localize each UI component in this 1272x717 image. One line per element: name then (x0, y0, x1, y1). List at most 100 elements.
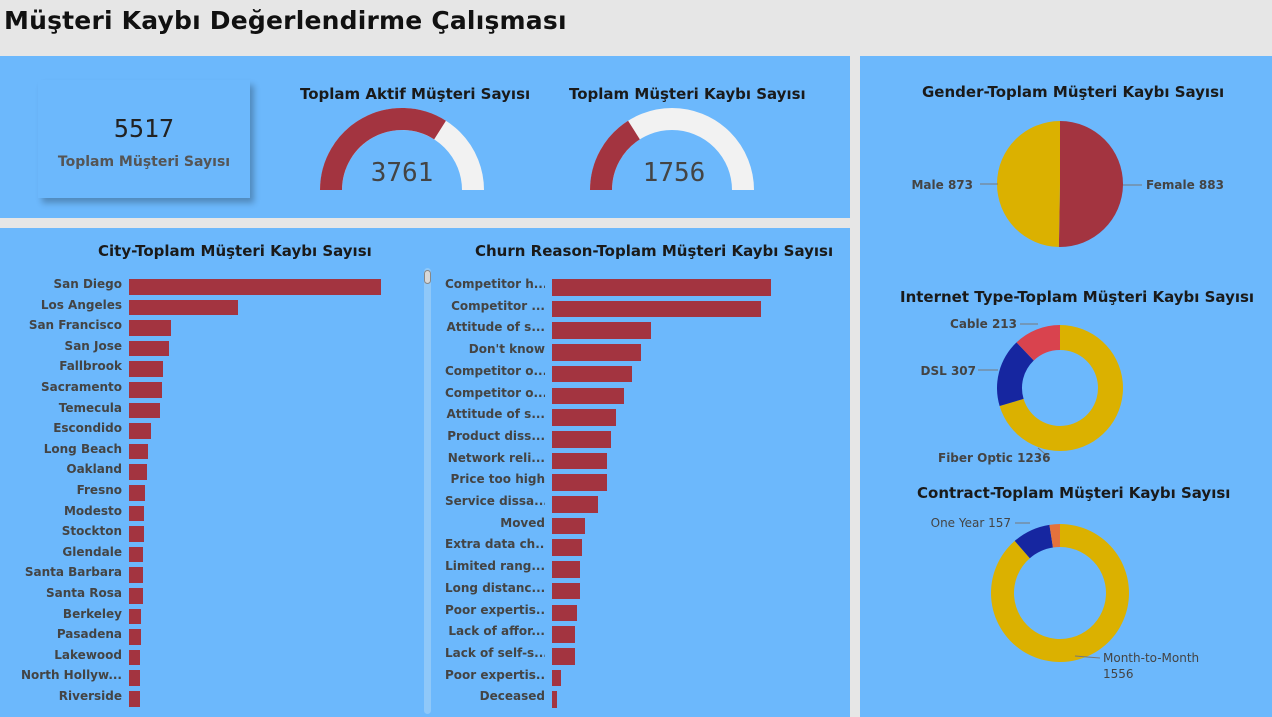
slice[interactable] (996, 121, 1060, 247)
bar-label: Poor expertis... (445, 602, 545, 617)
kpi-label: Toplam Müşteri Sayısı (57, 154, 231, 170)
scrollbar-thumb[interactable] (424, 270, 431, 284)
churn-reason-bar-chart[interactable]: Competitor h... Competitor ... Attitude of… (440, 270, 850, 715)
gauge-churn[interactable] (578, 96, 768, 206)
bar-label: Fresno (76, 483, 122, 497)
bar-label: Deceased (479, 689, 545, 704)
kpi-card[interactable]: 5517 Toplam Müşteri Sayısı (38, 80, 250, 198)
gender-chart-title: Gender-Toplam Müşteri Kaybı Sayısı (922, 83, 1225, 101)
bar[interactable] (552, 322, 651, 340)
bar[interactable] (129, 320, 172, 336)
internet-chart-title: Internet Type-Toplam Müşteri Kaybı Sayıs… (900, 288, 1255, 306)
scrollbar[interactable] (424, 268, 431, 714)
bar[interactable] (552, 474, 608, 491)
bar-label: Berkeley (62, 606, 122, 621)
churn-reason-chart-title: Churn Reason-Toplam Müşteri Kaybı Sayısı (475, 242, 834, 260)
slice[interactable] (1016, 325, 1060, 361)
bar[interactable] (129, 649, 140, 666)
bar-label: Long Beach (43, 441, 122, 456)
bar[interactable] (552, 279, 771, 296)
city-chart-title: City-Toplam Müşteri Kaybı Sayısı (98, 242, 372, 260)
bar[interactable] (129, 402, 161, 419)
bar[interactable] (552, 582, 581, 600)
bar[interactable] (552, 647, 575, 665)
bar[interactable] (129, 382, 162, 398)
bar[interactable] (552, 452, 608, 470)
bar[interactable] (129, 299, 238, 316)
gauge-churn-value: 1756 (642, 158, 706, 188)
bar-label: Price too high (450, 472, 545, 487)
leader-line (1037, 447, 1051, 459)
bar-label: Modesto (63, 503, 122, 518)
bar-label: Moved (500, 515, 545, 530)
internet-type-donut-chart[interactable]: Fiber Optic 1236 DSL 307 Cable 213 (860, 310, 1272, 470)
bar[interactable] (552, 517, 586, 535)
bar[interactable] (552, 669, 562, 687)
bar[interactable] (129, 608, 142, 625)
bar-label: Escondido (53, 421, 122, 436)
bar[interactable] (552, 344, 641, 361)
bar-label: Competitor o... (445, 385, 545, 400)
bar[interactable] (552, 496, 599, 513)
bar[interactable] (129, 505, 144, 522)
bar[interactable] (552, 691, 557, 708)
bar[interactable] (129, 279, 381, 295)
bar-label: Competitor o... (445, 363, 545, 378)
bar[interactable] (129, 588, 143, 604)
bar[interactable] (129, 340, 169, 357)
bar[interactable] (129, 423, 151, 439)
bar-label: Product diss... (447, 428, 545, 443)
bar-label: Oakland (66, 462, 122, 477)
bar[interactable] (552, 561, 581, 578)
bar[interactable] (129, 526, 144, 542)
bar[interactable] (552, 300, 762, 318)
slice[interactable] (997, 342, 1034, 407)
slice[interactable] (1058, 121, 1123, 247)
bar[interactable] (552, 409, 617, 426)
slice[interactable] (1014, 524, 1053, 559)
bar-label: Stockton (61, 524, 122, 539)
bar[interactable] (129, 567, 143, 583)
donut-label-cable: Cable 213 (950, 317, 1017, 331)
bar[interactable] (552, 365, 633, 383)
bar[interactable] (552, 539, 583, 557)
bar-label: Riverside (58, 689, 122, 703)
donut-label-month: Month-to-Month (1103, 651, 1199, 665)
slice[interactable] (991, 524, 1129, 662)
gender-pie-chart[interactable]: Female 883 Male 873 (860, 106, 1272, 266)
gauge-active[interactable] (308, 96, 498, 206)
gauge-active-title: Toplam Aktif Müşteri Sayısı (300, 85, 531, 103)
slice[interactable] (1049, 524, 1060, 548)
bar[interactable] (129, 485, 146, 501)
gauge-active-value: 3761 (370, 158, 434, 188)
bar-label: Competitor h... (445, 277, 545, 291)
donut-label-dsl: DSL 307 (921, 364, 976, 378)
bar-label: Temecula (58, 400, 122, 415)
bar-label: Network reli... (447, 450, 545, 465)
bar[interactable] (129, 443, 149, 460)
bar[interactable] (552, 430, 612, 448)
bar-label: Santa Barbara (24, 565, 122, 580)
bar[interactable] (129, 361, 164, 377)
contract-donut-chart[interactable]: Month-to-Month 1556 One Year 157 (860, 510, 1272, 710)
bar[interactable] (552, 387, 624, 405)
city-bar-chart[interactable]: San Diego Los Angeles San Francisco San Jos… (0, 270, 420, 715)
bar-label: Extra data ch... (445, 537, 545, 552)
kpi-value: 5517 (113, 114, 175, 143)
bar[interactable] (129, 691, 140, 707)
bar[interactable] (129, 546, 143, 563)
bar-label: Competitor ... (451, 298, 545, 313)
bar[interactable] (129, 464, 147, 480)
pie-label-female: Female 883 (1146, 178, 1224, 192)
bar[interactable] (129, 670, 140, 686)
bar-label: Los Angeles (40, 297, 122, 312)
bar-label: Pasadena (56, 627, 122, 642)
bar-label: Lakewood (54, 647, 122, 662)
gauge-fill (590, 120, 641, 191)
donut-label-oneyear: One Year 157 (931, 516, 1011, 530)
bar[interactable] (552, 604, 577, 622)
slice[interactable] (999, 325, 1123, 451)
bar[interactable] (129, 629, 142, 645)
bar[interactable] (552, 626, 576, 643)
bar-label: Lack of self-s... (445, 645, 545, 660)
